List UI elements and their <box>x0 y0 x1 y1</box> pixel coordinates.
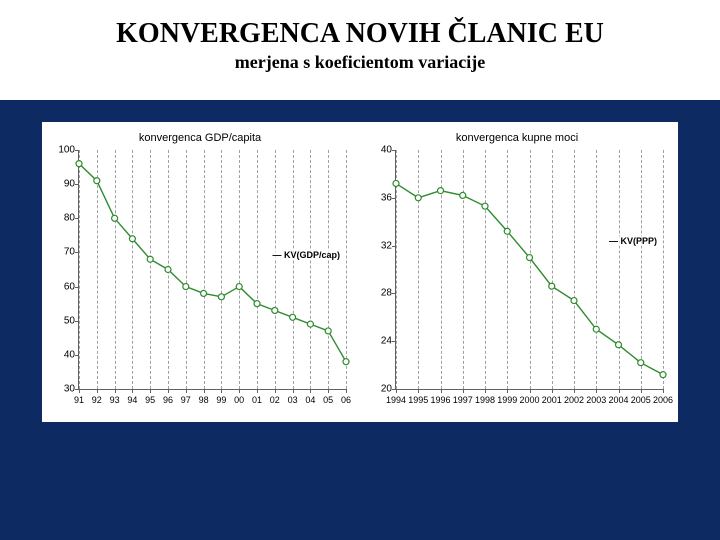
x-tick-label: 91 <box>74 395 84 405</box>
x-tick-label: 1996 <box>430 395 450 405</box>
chart-ppp-plot: 2024283236401994199519961997199819992000… <box>395 150 663 390</box>
x-tick-label: 03 <box>288 395 298 405</box>
x-tick-label: 95 <box>145 395 155 405</box>
y-tick-label: 100 <box>53 145 75 156</box>
x-tick-label: 2004 <box>608 395 628 405</box>
y-tick-label: 24 <box>370 336 392 347</box>
chart-ppp-title: konvergenca kupne moci <box>367 132 667 144</box>
series-legend: — KV(PPP) <box>607 236 659 246</box>
x-tick-label: 94 <box>127 395 137 405</box>
x-tick-label: 97 <box>181 395 191 405</box>
page-subtitle: merjena s koeficientom variacije <box>0 52 720 73</box>
x-tick-label: 2006 <box>653 395 673 405</box>
chart-gdp-plot: 3040506070809010091929394959697989900010… <box>78 150 346 390</box>
x-tick-label: 2005 <box>631 395 651 405</box>
x-tick-label: 1994 <box>386 395 406 405</box>
x-tick-label: 93 <box>110 395 120 405</box>
x-tick-label: 96 <box>163 395 173 405</box>
x-tick-label: 2003 <box>586 395 606 405</box>
charts-panel: konvergenca GDP/capita 30405060708090100… <box>42 122 678 422</box>
x-tick-label: 2000 <box>519 395 539 405</box>
chart-gdp-title: konvergenca GDP/capita <box>50 132 350 144</box>
x-tick-label: 04 <box>305 395 315 405</box>
y-tick-label: 40 <box>53 349 75 360</box>
page-title: KONVERGENCA NOVIH ČLANIC EU <box>0 18 720 50</box>
x-tick-label: 1999 <box>497 395 517 405</box>
x-tick-label: 99 <box>216 395 226 405</box>
y-tick-label: 40 <box>370 145 392 156</box>
x-tick-label: 00 <box>234 395 244 405</box>
x-tick-label: 06 <box>341 395 351 405</box>
x-tick-label: 1995 <box>408 395 428 405</box>
y-tick-label: 28 <box>370 288 392 299</box>
x-tick-label: 1998 <box>475 395 495 405</box>
y-tick-label: 20 <box>370 384 392 395</box>
series-line <box>396 150 663 389</box>
x-tick-label: 98 <box>199 395 209 405</box>
y-tick-label: 60 <box>53 281 75 292</box>
header: KONVERGENCA NOVIH ČLANIC EU merjena s ko… <box>0 0 720 100</box>
y-tick-label: 50 <box>53 315 75 326</box>
x-tick-label: 2001 <box>542 395 562 405</box>
x-tick-label: 02 <box>270 395 280 405</box>
y-tick-label: 80 <box>53 213 75 224</box>
y-tick-label: 90 <box>53 179 75 190</box>
chart-gdp: konvergenca GDP/capita 30405060708090100… <box>50 132 350 412</box>
y-tick-label: 70 <box>53 247 75 258</box>
x-tick-label: 05 <box>323 395 333 405</box>
chart-ppp: konvergenca kupne moci 20242832364019941… <box>367 132 667 412</box>
x-tick-label: 2002 <box>564 395 584 405</box>
y-tick-label: 30 <box>53 384 75 395</box>
y-tick-label: 32 <box>370 240 392 251</box>
y-tick-label: 36 <box>370 192 392 203</box>
series-legend: — KV(GDP/cap) <box>270 250 342 260</box>
series-line <box>79 150 346 389</box>
x-tick-label: 1997 <box>453 395 473 405</box>
x-tick-label: 92 <box>92 395 102 405</box>
x-tick-label: 01 <box>252 395 262 405</box>
